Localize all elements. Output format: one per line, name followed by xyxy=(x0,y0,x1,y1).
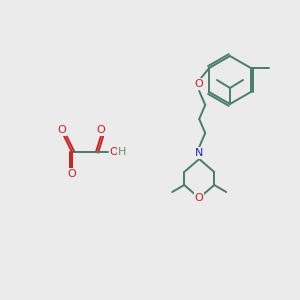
Text: O: O xyxy=(195,193,204,203)
Text: O: O xyxy=(58,125,66,135)
Text: O: O xyxy=(110,147,118,157)
Text: N: N xyxy=(195,148,203,158)
Text: O: O xyxy=(68,169,76,179)
Text: O: O xyxy=(195,79,204,89)
Text: O: O xyxy=(97,125,105,135)
Text: H: H xyxy=(118,147,126,157)
